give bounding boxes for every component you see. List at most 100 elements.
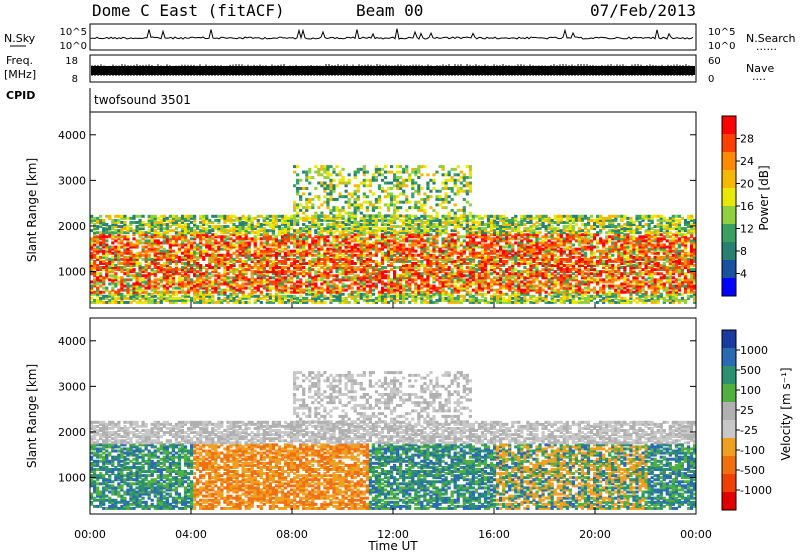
heatmap-cell <box>180 220 185 224</box>
heatmap-cell <box>183 296 188 300</box>
heatmap-cell <box>162 216 166 220</box>
heatmap-cell <box>335 220 339 224</box>
heatmap-cell <box>329 218 333 222</box>
heatmap-cell <box>435 300 439 304</box>
heatmap-cell <box>302 259 306 263</box>
heatmap-cell <box>371 245 375 249</box>
heatmap-cell <box>335 237 339 241</box>
heatmap-cell <box>368 257 372 261</box>
heatmap-cell <box>417 222 421 226</box>
heatmap-cell <box>456 173 460 177</box>
heatmap-cell <box>350 290 354 294</box>
heatmap-cell <box>168 255 172 259</box>
heatmap-cell <box>435 288 439 292</box>
heatmap-cell <box>99 261 103 265</box>
heatmap-cell <box>486 290 491 294</box>
heatmap-cell <box>408 264 412 268</box>
heatmap-cell <box>514 298 518 302</box>
heatmap-cell <box>344 298 348 302</box>
heatmap-cell <box>489 214 494 218</box>
heatmap-cell <box>308 227 312 231</box>
heatmap-cell <box>293 245 297 249</box>
heatmap-cell <box>265 233 269 237</box>
heatmap-cell <box>444 292 448 296</box>
heatmap-cell <box>174 216 179 220</box>
heatmap-cell <box>453 167 457 171</box>
heatmap-cell <box>492 229 497 233</box>
heatmap-cell <box>368 278 372 282</box>
heatmap-cell <box>117 288 121 292</box>
heatmap-cell <box>383 241 388 245</box>
heatmap-cell <box>477 288 482 292</box>
heatmap-cell <box>156 216 160 220</box>
heatmap-cell <box>426 251 430 255</box>
heatmap-cell <box>447 251 451 255</box>
heatmap-cell <box>353 296 357 300</box>
heatmap-cell <box>468 259 472 263</box>
heatmap-cell <box>408 272 412 276</box>
heatmap-cell <box>162 239 166 243</box>
heatmap-cell <box>508 243 512 247</box>
heatmap-cell <box>138 222 142 226</box>
heatmap-cell <box>435 229 439 233</box>
heatmap-cell <box>141 300 145 304</box>
heatmap-cell <box>459 259 463 263</box>
heatmap-cell <box>283 259 288 263</box>
heatmap-cell <box>229 266 233 270</box>
heatmap-cell <box>362 298 366 302</box>
heatmap-cell <box>159 278 163 282</box>
heatmap-cell <box>277 259 282 263</box>
heatmap-cell <box>241 278 245 282</box>
heatmap-cell <box>450 296 454 300</box>
heatmap-cell <box>117 292 121 296</box>
heatmap-cell <box>120 225 124 229</box>
heatmap-cell <box>371 206 375 210</box>
heatmap-cell <box>486 225 491 229</box>
heatmap-cell <box>441 237 445 241</box>
heatmap-cell <box>299 286 303 290</box>
heatmap-cell <box>226 243 230 247</box>
heatmap-cell <box>256 222 260 226</box>
heatmap-cell <box>120 253 124 257</box>
heatmap-cell <box>199 225 203 229</box>
heatmap-cell <box>205 274 209 278</box>
heatmap-cell <box>277 298 282 302</box>
heatmap-cell <box>293 214 297 218</box>
heatmap-cell <box>99 222 103 226</box>
heatmap-cell <box>453 181 457 185</box>
heatmap-cell <box>471 257 475 261</box>
heatmap-cell <box>153 216 157 220</box>
heatmap-cell <box>486 272 491 276</box>
heatmap-cell <box>205 243 209 247</box>
heatmap-cell <box>347 268 351 272</box>
heatmap-cell <box>308 276 312 280</box>
heatmap-cell <box>244 270 248 274</box>
heatmap-cell <box>505 225 509 229</box>
heatmap-cell <box>432 247 436 251</box>
heatmap-cell <box>441 231 445 235</box>
heatmap-cell <box>335 165 339 169</box>
heatmap-cell <box>96 272 100 276</box>
heatmap-cell <box>302 255 306 259</box>
heatmap-cell <box>350 211 354 215</box>
heatmap-cell <box>217 261 221 265</box>
heatmap-cell <box>159 220 163 224</box>
heatmap-cell <box>144 255 148 259</box>
heatmap-cell <box>171 274 176 278</box>
heatmap-cell <box>383 235 388 239</box>
heatmap-cell <box>262 237 266 241</box>
heatmap-cell <box>280 266 285 270</box>
heatmap-cell <box>250 276 254 280</box>
heatmap-cell <box>296 251 300 255</box>
heatmap-cell <box>308 233 312 237</box>
heatmap-cell <box>350 216 354 220</box>
heatmap-cell <box>426 222 430 226</box>
heatmap-cell <box>286 294 291 298</box>
heatmap-cell <box>489 255 494 259</box>
heatmap-cell <box>150 220 154 224</box>
heatmap-cell <box>108 282 112 286</box>
heatmap-cell <box>374 167 379 171</box>
heatmap-cell <box>235 216 239 220</box>
heatmap-cell <box>386 253 391 257</box>
heatmap-cell <box>183 282 188 286</box>
